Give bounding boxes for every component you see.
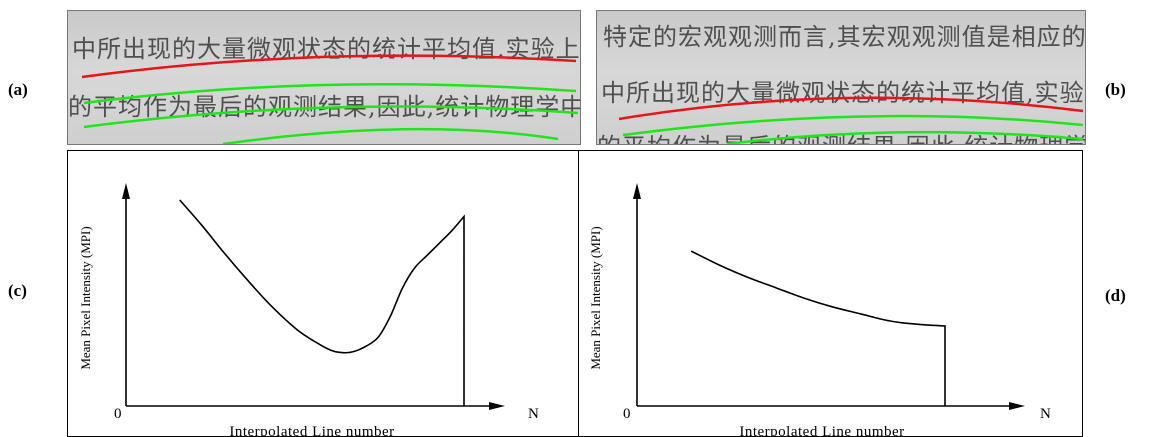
document-photo-b: 特定的宏观观测而言,其宏观观测值是相应的微观量对该 中所出现的大量微观状态的统计…: [596, 10, 1086, 145]
photo-b-overlay: [618, 96, 1084, 144]
origin-label: 0: [623, 406, 631, 422]
x-axis-label: Interpolated Line number: [739, 424, 904, 437]
x-end-label: N: [528, 406, 539, 422]
document-photo-a: 中所出现的大量微观状态的统计平均值.实验上通常取多 的平均作为最后的观测结果,因…: [67, 10, 581, 145]
baseline-curve-red: [618, 96, 1084, 121]
origin-label: 0: [114, 406, 122, 422]
panel-label-d: (d): [1105, 286, 1126, 305]
panel-label-c: (c): [8, 281, 27, 300]
x-axis-arrow: [1009, 402, 1025, 410]
x-axis-arrow: [489, 402, 505, 410]
chart-d: 0 N Interpolated Line number Mean Pixel Int…: [588, 183, 1051, 437]
guide-curve-green-2: [83, 105, 579, 129]
series-line-0: [690, 250, 946, 406]
guide-curve-green-3: [222, 127, 559, 144]
guide-curve-green-2: [726, 130, 1084, 144]
photo-b-line-3: 的平均作为最后的观测结果,因此,统计物理学中把理论: [597, 127, 1085, 144]
guide-curve-green-1: [83, 83, 577, 105]
y-axis-arrow: [122, 183, 130, 199]
y-axis-label: Mean Pixel Intensity (MPI): [588, 226, 603, 369]
chart-c: 0 N Interpolated Line number Mean Pixel Int…: [78, 183, 539, 437]
y-axis-arrow: [633, 183, 641, 199]
photo-a-overlay: [81, 54, 579, 144]
series-line-0: [179, 199, 465, 406]
photo-b-line-1: 特定的宏观观测而言,其宏观观测值是相应的微观量对该: [603, 23, 1086, 51]
panel-label-b: (b): [1105, 80, 1126, 99]
x-axis-label: Interpolated Line number: [229, 424, 394, 437]
x-end-label: N: [1040, 406, 1051, 422]
guide-curve-green-1: [622, 114, 1084, 137]
panel-label-a: (a): [8, 80, 28, 99]
baseline-curve-red: [81, 54, 577, 79]
y-axis-label: Mean Pixel Intensity (MPI): [78, 226, 93, 369]
